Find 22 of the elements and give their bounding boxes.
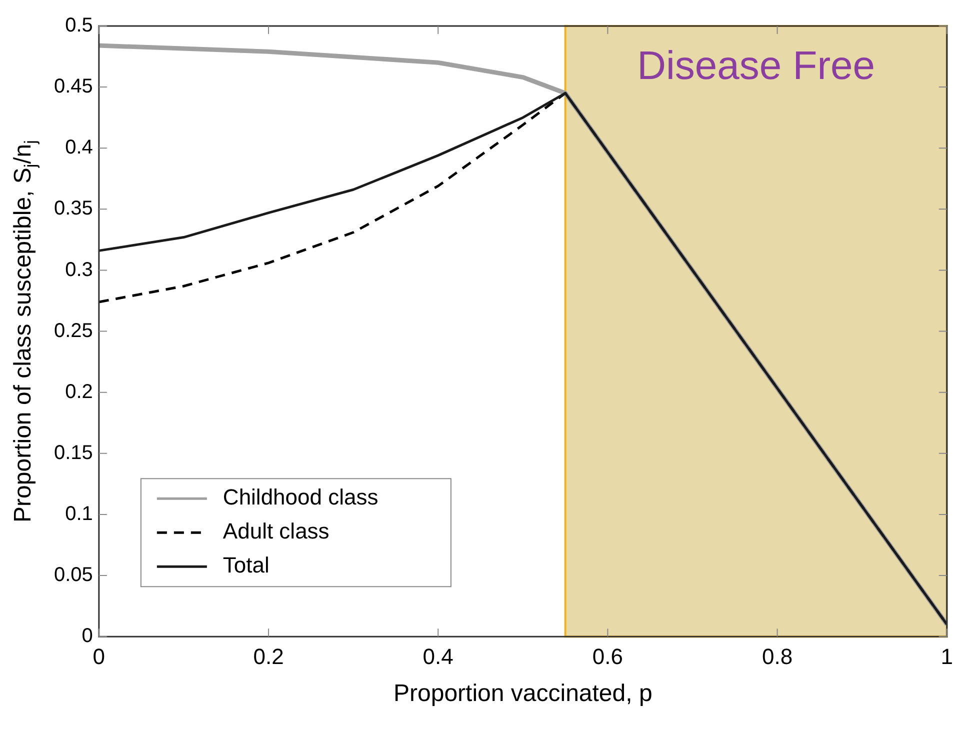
y-tick-label: 0.25 [54, 320, 93, 342]
x-tick-label: 1 [940, 644, 954, 669]
x-tick-label: 0.4 [422, 644, 454, 669]
x-tick-label: 0.2 [253, 644, 284, 669]
x-tick-label: 0.8 [762, 644, 793, 669]
legend-label: Total [222, 552, 270, 578]
y-tick-label: 0.1 [65, 502, 93, 525]
band-label: Disease Free [637, 44, 876, 88]
legend-label: Adult class [222, 518, 330, 544]
y-tick-label: 0.4 [65, 136, 93, 159]
y-tick-label: 0.3 [65, 258, 93, 281]
y-tick-label: 0.5 [65, 14, 93, 37]
x-tick-label: 0.6 [592, 644, 623, 669]
y-tick-label: 0 [82, 625, 93, 648]
y-tick-label: 0.15 [54, 442, 93, 464]
y-tick-label: 0.05 [54, 564, 93, 586]
y-tick-label: 0.2 [65, 380, 93, 403]
y-tick-label: 0.45 [54, 76, 93, 98]
x-axis-title: Proportion vaccinated, p [393, 680, 652, 708]
legend-label: Childhood class [222, 484, 378, 510]
y-axis-title: Proportion of class susceptible, Sj/nj [10, 140, 40, 522]
y-tick-label: 0.35 [54, 198, 93, 220]
